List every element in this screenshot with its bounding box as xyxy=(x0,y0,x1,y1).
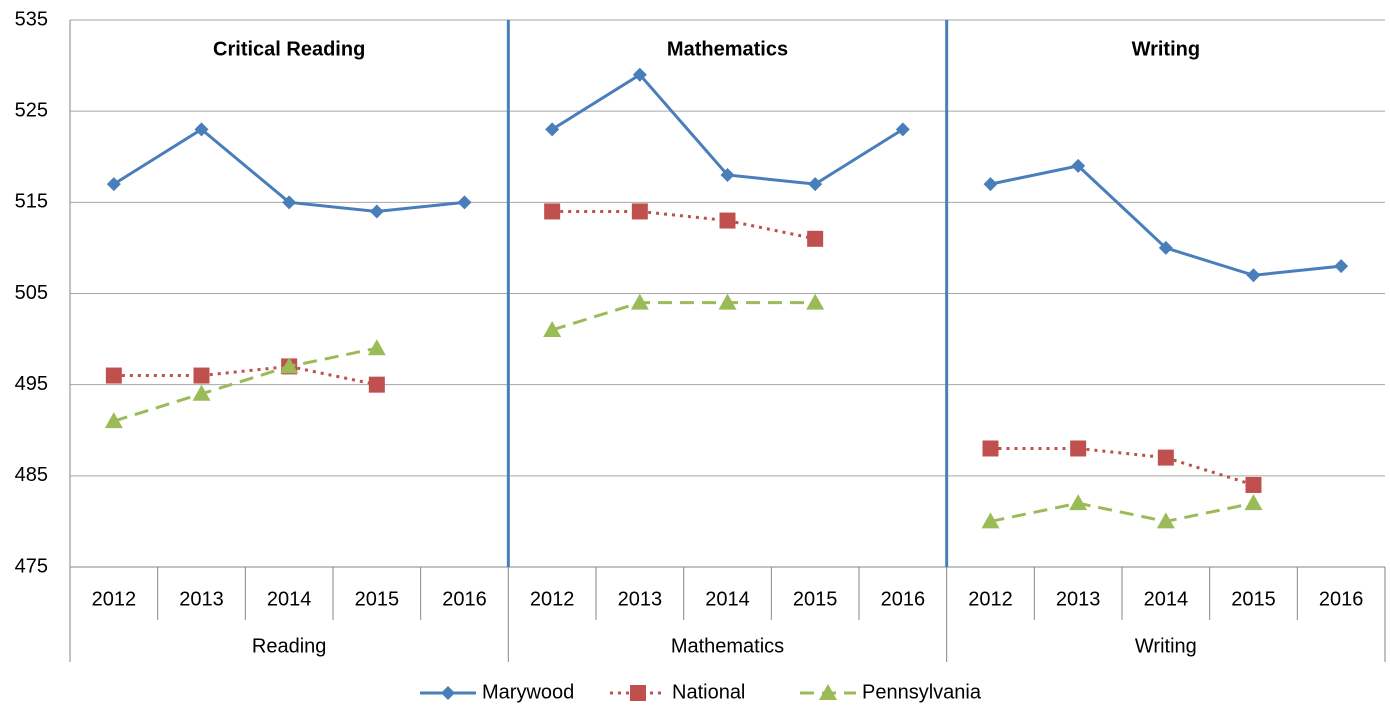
marker xyxy=(982,440,999,457)
x-tick-label: 2012 xyxy=(92,588,137,610)
series-line xyxy=(551,301,816,332)
x-tick-label: 2015 xyxy=(355,588,400,610)
y-tick-label: 475 xyxy=(15,555,48,577)
series-line xyxy=(990,501,1254,523)
x-tick-label: 2013 xyxy=(1056,588,1101,610)
marker xyxy=(1071,158,1086,173)
x-tick-label: 2013 xyxy=(618,588,663,610)
marker xyxy=(193,367,210,384)
marker xyxy=(457,195,472,210)
y-tick-label: 525 xyxy=(15,99,48,121)
group-label: Mathematics xyxy=(671,635,784,657)
marker xyxy=(192,384,211,401)
legend-label: Pennsylvania xyxy=(862,681,982,703)
marker xyxy=(719,212,736,229)
x-tick-label: 2016 xyxy=(442,588,487,610)
panel-title: Critical Reading xyxy=(213,38,365,60)
y-tick-label: 495 xyxy=(15,373,48,395)
series-line xyxy=(552,209,816,241)
marker xyxy=(981,512,1000,529)
legend-label: Marywood xyxy=(482,681,574,703)
panel-title: Mathematics xyxy=(667,38,788,60)
marker xyxy=(806,293,825,310)
x-tick-label: 2014 xyxy=(705,588,750,610)
marker xyxy=(1334,259,1349,274)
marker xyxy=(819,684,837,700)
marker xyxy=(1158,240,1173,255)
marker xyxy=(1156,512,1175,529)
marker xyxy=(720,167,735,182)
marker xyxy=(441,686,455,700)
marker xyxy=(632,67,647,82)
x-tick-label: 2014 xyxy=(267,588,312,610)
marker xyxy=(544,203,561,220)
marker xyxy=(1069,494,1088,511)
marker xyxy=(543,320,562,337)
x-tick-label: 2012 xyxy=(968,588,1013,610)
marker xyxy=(718,293,737,310)
marker xyxy=(194,122,209,137)
y-tick-label: 535 xyxy=(15,8,48,30)
marker xyxy=(106,177,121,192)
marker xyxy=(895,122,910,137)
marker xyxy=(369,204,384,219)
group-label: Reading xyxy=(252,635,327,657)
y-tick-label: 485 xyxy=(15,464,48,486)
x-tick-label: 2015 xyxy=(793,588,838,610)
x-tick-label: 2016 xyxy=(1319,588,1364,610)
marker xyxy=(1070,440,1087,457)
marker xyxy=(368,376,385,393)
x-tick-label: 2014 xyxy=(1144,588,1189,610)
marker xyxy=(1244,494,1263,511)
marker xyxy=(104,412,123,429)
marker xyxy=(1246,268,1261,283)
group-label: Writing xyxy=(1135,635,1197,657)
x-tick-label: 2012 xyxy=(530,588,575,610)
series-line xyxy=(990,164,1342,277)
marker xyxy=(280,357,299,374)
marker xyxy=(807,230,824,247)
x-tick-label: 2016 xyxy=(881,588,926,610)
marker xyxy=(105,367,122,384)
legend-label: National xyxy=(672,681,745,703)
marker xyxy=(282,195,297,210)
series-line xyxy=(113,364,378,387)
marker xyxy=(367,339,386,356)
series-line xyxy=(551,72,904,186)
panel-title: Writing xyxy=(1132,38,1201,60)
marker xyxy=(983,177,998,192)
series-line xyxy=(990,446,1254,487)
marker xyxy=(631,203,648,220)
marker xyxy=(630,685,646,701)
x-tick-label: 2013 xyxy=(179,588,224,610)
y-tick-label: 515 xyxy=(15,191,48,213)
marker xyxy=(545,122,560,137)
marker xyxy=(1245,476,1262,493)
x-tick-label: 2015 xyxy=(1231,588,1276,610)
y-tick-label: 505 xyxy=(15,282,48,304)
marker xyxy=(808,177,823,192)
marker xyxy=(630,293,649,310)
marker xyxy=(1157,449,1174,466)
series-line xyxy=(113,346,378,423)
